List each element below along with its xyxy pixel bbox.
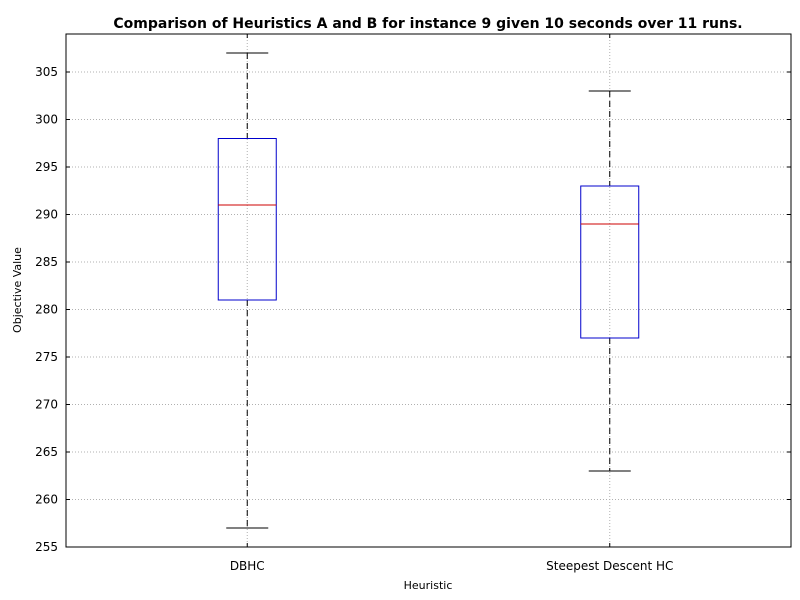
y-tick-label: 305 xyxy=(35,65,58,79)
plot-area-frame xyxy=(65,33,792,548)
y-tick-label: 275 xyxy=(35,350,58,364)
y-tick-label: 300 xyxy=(35,113,58,127)
x-axis-label: Heuristic xyxy=(404,579,453,592)
iqr-box xyxy=(217,138,277,301)
chart-title: Comparison of Heuristics A and B for ins… xyxy=(113,16,742,32)
x-tick-label: Steepest Descent HC xyxy=(546,559,673,573)
y-tick-label: 260 xyxy=(35,493,58,507)
y-tick-label: 285 xyxy=(35,255,58,269)
box-plots xyxy=(217,52,640,529)
y-axis-label: Objective Value xyxy=(11,247,24,333)
x-tick-label: DBHC xyxy=(230,559,265,573)
y-tick-label: 270 xyxy=(35,398,58,412)
box-plot-dbhc xyxy=(217,52,277,529)
axis-ticks: 255 260 265 270 275 280 285 290 295 300 305 DBHC Ste… xyxy=(35,34,791,573)
y-tick-label: 265 xyxy=(35,445,58,459)
y-tick-label: 280 xyxy=(35,303,58,317)
y-tick-label: 295 xyxy=(35,160,58,174)
y-tick-label: 290 xyxy=(35,208,58,222)
y-tick-label: 255 xyxy=(35,540,58,554)
grid-lines xyxy=(66,34,791,548)
box-plot-steepest-descent-hc xyxy=(580,90,640,472)
iqr-box xyxy=(580,185,640,339)
